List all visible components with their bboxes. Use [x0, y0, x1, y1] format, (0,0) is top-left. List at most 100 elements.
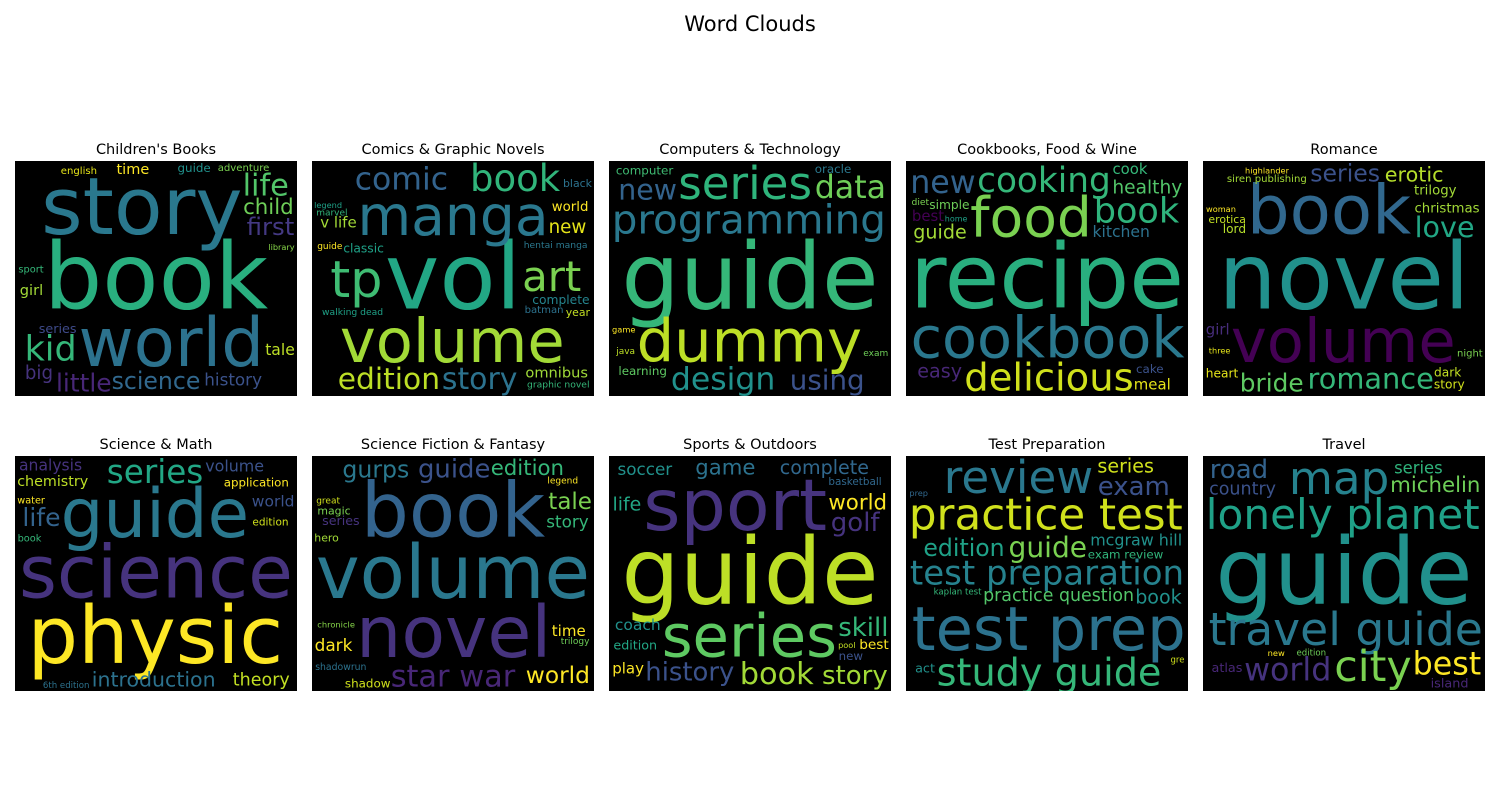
wordcloud-panel-cookbooks-food-and-wine: Cookbooks, Food & Wine recipe cookbook food…: [906, 139, 1188, 396]
wordcloud-word: computer: [616, 163, 673, 177]
wordcloud-word: game: [695, 456, 755, 480]
wordcloud-word: erotic: [1385, 163, 1444, 187]
wordcloud-word: omnibus: [525, 365, 588, 382]
wordcloud-word: analysis: [19, 457, 82, 475]
wordcloud-word: book: [740, 657, 814, 691]
wordcloud-word: guide: [61, 474, 249, 553]
wordcloud-word: study guide: [937, 652, 1162, 691]
wordcloud-word: lord: [1223, 222, 1246, 236]
wordcloud-word: series: [322, 513, 360, 528]
wordcloud-word: night: [1457, 349, 1483, 360]
wordcloud-word: art: [522, 252, 581, 301]
wordcloud-word: country: [1209, 480, 1276, 500]
wordcloud-word: using: [790, 363, 865, 396]
wordcloud-word: life: [243, 168, 289, 203]
wordcloud-word: bride: [1240, 368, 1304, 396]
wordcloud-word: complete: [532, 293, 589, 307]
wordcloud-word: adventure: [218, 163, 270, 174]
wordcloud-panel-science-fiction-and-fantasy: Science Fiction & Fantasy volume book novel…: [312, 434, 594, 691]
wordcloud-word: christmas: [1415, 202, 1480, 217]
wordcloud-panel-sports-and-outdoors: Sports & Outdoors guide sport series book his…: [609, 434, 891, 691]
wordcloud-word: magic: [317, 505, 350, 518]
wordcloud-word: edition: [252, 517, 288, 529]
wordcloud-word: cooking: [977, 161, 1111, 201]
wordcloud-word: edition: [1297, 648, 1327, 658]
wordcloud-word: story: [1434, 378, 1465, 392]
wordcloud-word: practice test: [909, 490, 1183, 540]
wordcloud-word: highlander: [1245, 166, 1290, 176]
wordcloud-title: Computers & Technology: [659, 142, 841, 158]
wordcloud-word: physic: [28, 589, 284, 682]
wordcloud-word: atlas: [1212, 661, 1243, 676]
wordcloud-word: manga: [358, 184, 549, 248]
wordcloud-word: science: [19, 530, 293, 615]
wordcloud-word: series: [1394, 458, 1443, 477]
wordcloud-word: play: [612, 659, 644, 677]
wordcloud-word: road: [1210, 456, 1268, 485]
wordcloud-word: chronicle: [317, 620, 355, 630]
wordcloud-panel-comics-and-graphic-novels: Comics & Graphic Novels vol volume manga boo…: [312, 139, 594, 396]
wordcloud-word: programming: [612, 195, 886, 243]
wordcloud-word: easy: [917, 359, 962, 382]
wordcloud-word: kitchen: [1093, 223, 1150, 241]
wordcloud-title: Science Fiction & Fantasy: [360, 437, 546, 453]
wordcloud-word: comic: [355, 162, 448, 198]
wordcloud-word: story: [442, 362, 518, 396]
wordcloud-word: simple: [929, 198, 969, 212]
wordcloud-word: book: [44, 224, 269, 331]
wordcloud-word: island: [1431, 677, 1469, 691]
wordcloud-word: tp: [330, 251, 382, 310]
wordcloud-word: shadowrun: [315, 662, 366, 673]
wordcloud-word: walking dead: [322, 307, 383, 318]
wordcloud-word: world: [1244, 652, 1331, 688]
wordcloud-word: story: [822, 661, 888, 691]
wordcloud-word: michelin: [1390, 473, 1480, 498]
wordcloud-word: new: [1268, 648, 1285, 658]
wordcloud-word: data: [815, 170, 886, 206]
wordcloud-word: book: [1094, 191, 1180, 232]
wordcloud-word: application: [224, 475, 289, 489]
wordcloud-word: star war: [391, 659, 516, 691]
wordcloud-word: sport: [18, 264, 43, 275]
wordcloud-word: guide: [621, 519, 878, 626]
wordcloud-word: dark: [1434, 366, 1462, 380]
wordcloud-word: healthy: [1112, 178, 1182, 199]
wordcloud-word: book: [18, 533, 42, 544]
wordcloud-word: volume: [316, 530, 590, 616]
wordcloud-title: Children's Books: [95, 142, 217, 158]
wordcloud-word: story: [546, 512, 588, 532]
wordcloud-title: Romance: [1310, 142, 1378, 158]
wordcloud-word: graphic novel: [527, 380, 590, 391]
wordcloud-word: design: [671, 362, 776, 397]
wordcloud-word: cookbook: [911, 305, 1185, 371]
wordcloud-word: test prep: [912, 595, 1186, 665]
wordcloud-word: sport: [643, 464, 827, 547]
wordcloud-word: travel guide: [1209, 603, 1483, 656]
wordcloud-title: Science & Math: [99, 437, 213, 453]
wordcloud-word: new: [549, 217, 587, 238]
wordcloud-title: Comics & Graphic Novels: [361, 142, 545, 158]
wordcloud-word: guide: [178, 161, 211, 175]
wordcloud-word: gurps: [342, 456, 409, 484]
wordcloud-word: child: [243, 195, 294, 220]
wordcloud-word: life: [22, 503, 60, 532]
wordcloud-word: series: [1310, 161, 1380, 188]
wordcloud-title: Sports & Outdoors: [683, 437, 817, 453]
wordcloud-word: volume: [340, 307, 565, 377]
wordcloud-word: cook: [1113, 161, 1148, 178]
wordcloud-word: guide: [621, 224, 878, 331]
wordcloud-word: black: [563, 177, 593, 190]
wordcloud-title: Cookbooks, Food & Wine: [957, 142, 1137, 158]
wordcloud-word: new: [839, 649, 864, 663]
wordcloud-word: great: [316, 497, 340, 507]
wordcloud-word: tale: [548, 489, 592, 515]
wordcloud-word: science: [112, 367, 201, 395]
wordcloud-word: act: [915, 662, 935, 677]
wordcloud-word: java: [615, 347, 635, 357]
